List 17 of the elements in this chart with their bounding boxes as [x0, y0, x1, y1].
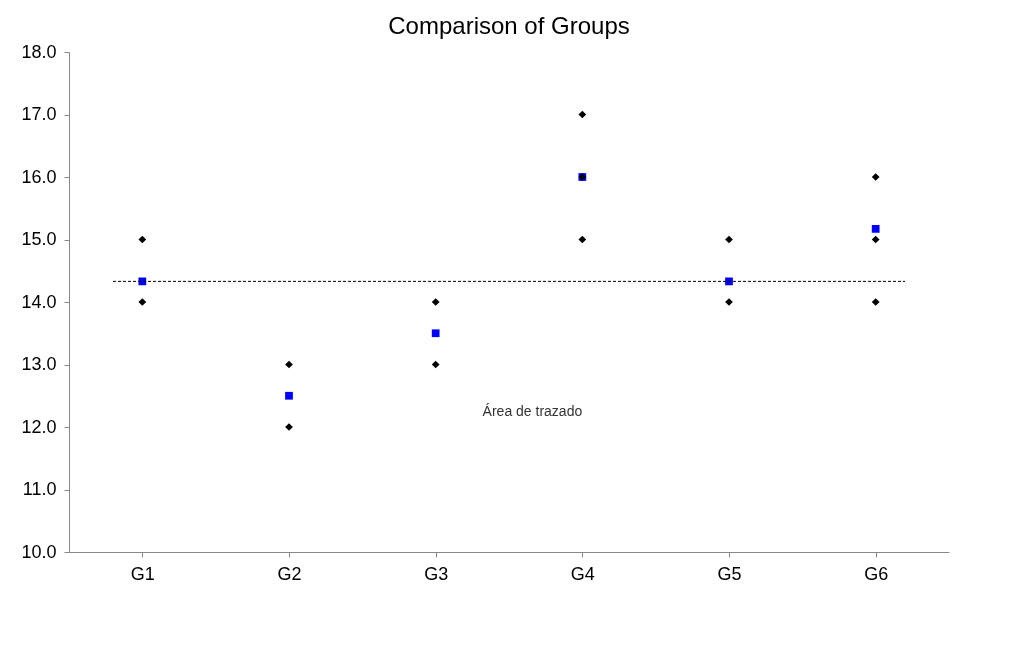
y-tick-label: 14.0: [21, 291, 57, 312]
x-tick-label: G6: [864, 563, 889, 584]
chart-title: Comparison of Groups: [388, 12, 630, 39]
y-tick-label: 16.0: [21, 166, 57, 187]
x-tick-label: G2: [277, 563, 302, 584]
y-tick-label: 10.0: [21, 541, 57, 562]
x-tick-label: G3: [424, 563, 449, 584]
x-tick-label: G5: [717, 563, 742, 584]
x-tick-label: G1: [130, 563, 155, 584]
y-tick-label: 11.0: [22, 479, 57, 499]
y-tick-label: 15.0: [21, 229, 57, 249]
y-tick-label: 18.0: [21, 41, 57, 62]
y-tick-label: 13.0: [21, 354, 57, 374]
x-tick-label: G4: [570, 563, 595, 584]
y-tick-label: 12.0: [21, 416, 57, 437]
annotation: Área de trazado: [482, 403, 583, 419]
y-tick-label: 17.0: [21, 104, 57, 124]
